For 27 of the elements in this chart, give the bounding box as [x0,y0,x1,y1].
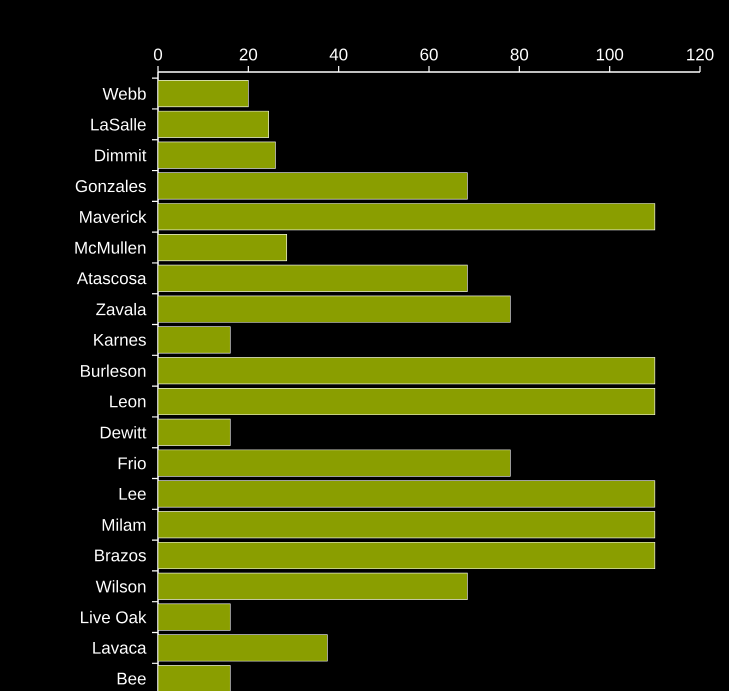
y-tick-label: Leon [110,396,146,408]
x-tick-label: 80 [510,48,528,60]
y-tick-label: LaSalle [91,118,146,131]
y-tick-label: Dewitt [100,426,146,439]
y-tick-label: Wilson [96,580,146,593]
x-tick-label: 120 [687,48,714,60]
y-tick-label: Frio [118,456,146,470]
y-tick-label: Live Oak [81,610,146,624]
y-tick-label: Webb [102,87,146,100]
x-tick-label: 0 [154,48,162,60]
y-tick-label: Milam [102,518,146,531]
y-tick-label: Karnes [94,334,146,346]
y-tick-label: Dimmit [95,148,146,162]
y-tick-label: Gonzales [76,180,146,192]
x-tick-label: 20 [240,48,258,60]
y-tick-label: Atascosa [76,272,146,284]
y-tick-label: Lee [120,488,146,500]
x-tick-label: 60 [420,48,438,60]
y-tick-label: Lavaca [93,642,146,654]
x-tick-label: 100 [596,48,624,60]
y-tick-label: Zavala [96,302,146,316]
y-tick-label: McMullen [75,241,146,254]
y-tick-label: Maverick [80,210,147,223]
y-tick-label: Bee [118,672,146,685]
x-tick-label: 40 [330,48,348,60]
y-tick-label: Brazos [95,550,146,562]
y-tick-label: Burleson [81,364,146,377]
